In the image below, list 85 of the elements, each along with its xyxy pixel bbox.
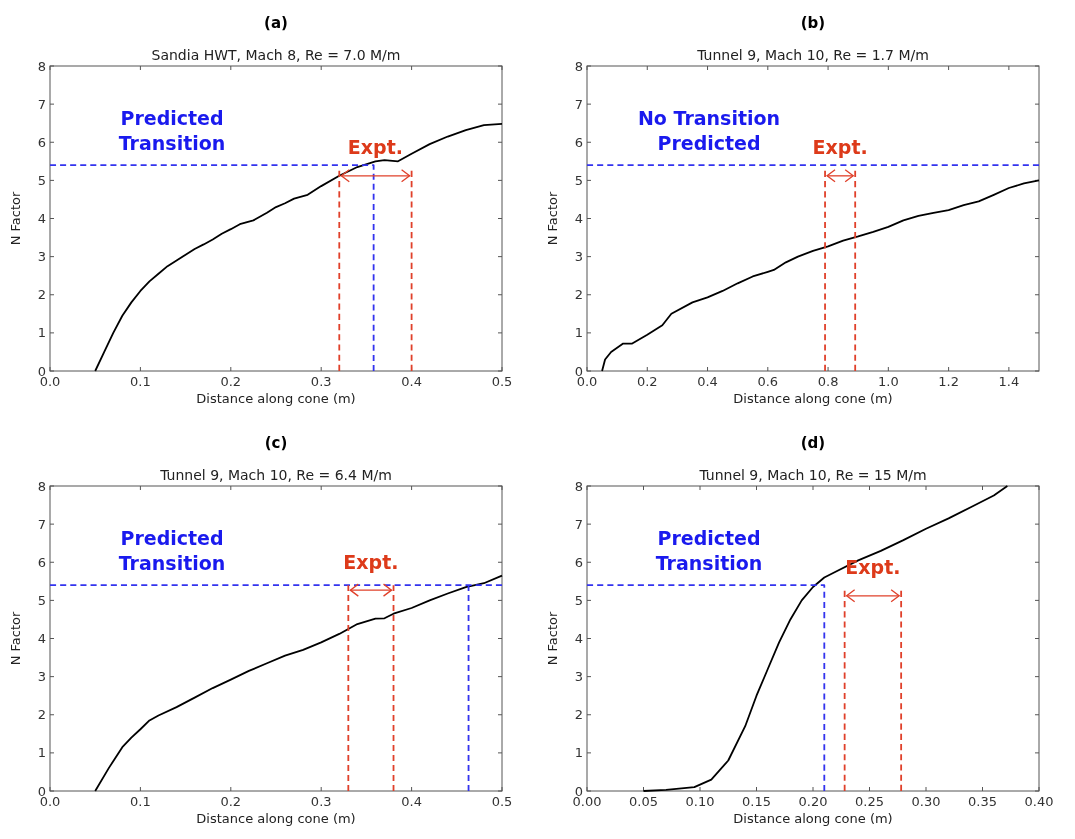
y-tick-label: 7: [574, 96, 583, 112]
x-tick-label: 0.6: [757, 374, 779, 389]
x-tick-label: 0.2: [636, 374, 658, 389]
y-tick-label: 6: [37, 554, 46, 570]
x-tick-label: 0.05: [629, 794, 658, 809]
x-axis-title: Distance along cone (m): [196, 811, 356, 826]
y-tick-label: 1: [574, 325, 583, 341]
x-axis-title: Distance along cone (m): [733, 811, 893, 826]
chart-title: (b): [800, 14, 826, 32]
annotation: Predicted Transition: [655, 527, 763, 575]
chart-subtitle: Tunnel 9, Mach 10, Re = 1.7 M/m: [696, 47, 929, 63]
y-tick-label: 8: [37, 478, 46, 494]
y-tick-label: 2: [37, 707, 46, 723]
y-tick-label: 7: [574, 516, 583, 532]
y-tick-label: 7: [37, 516, 46, 532]
y-tick-label: 2: [574, 707, 583, 723]
y-tick-label: 5: [37, 592, 46, 608]
y-tick-label: 5: [574, 172, 583, 188]
x-tick-label: 0.2: [220, 794, 242, 809]
y-tick-label: 6: [574, 134, 583, 150]
y-tick-label: 2: [574, 287, 583, 303]
annotation: Expt.: [845, 556, 901, 579]
x-tick-label: 0.10: [685, 794, 715, 809]
annotation: Expt.: [347, 136, 404, 159]
x-tick-label: 0.5: [491, 794, 513, 809]
chart-subtitle: Sandia HWT, Mach 8, Re = 7.0 M/m: [151, 47, 401, 63]
y-tick-label: 4: [37, 211, 46, 227]
annotation: Expt.: [343, 550, 399, 573]
x-tick-label: 0.2: [220, 374, 242, 389]
y-tick-label: 5: [37, 172, 46, 188]
chart-subtitle: Tunnel 9, Mach 10, Re = 15 M/m: [698, 467, 927, 483]
y-tick-label: 2: [37, 287, 46, 303]
x-tick-label: 0.5: [491, 374, 513, 389]
y-tick-label: 8: [37, 58, 46, 74]
x-tick-label: 0.35: [968, 794, 997, 809]
y-tick-label: 6: [574, 554, 583, 570]
annotation: No Transition Predicted: [637, 107, 781, 155]
y-axis-title: N Factor: [545, 611, 560, 666]
x-tick-label: 0.0: [39, 374, 61, 389]
annotation: Expt.: [812, 136, 868, 159]
y-tick-label: 5: [574, 592, 583, 608]
x-tick-label: 0.0: [576, 374, 598, 389]
y-tick-label: 3: [574, 669, 583, 685]
y-tick-label: 7: [37, 96, 46, 112]
y-axis-title: N Factor: [545, 191, 560, 246]
x-tick-label: 0.3: [310, 794, 332, 809]
y-axis-title: N Factor: [8, 191, 23, 246]
x-tick-label: 0.0: [39, 794, 61, 809]
x-tick-label: 0.30: [911, 794, 941, 809]
y-tick-label: 1: [37, 325, 46, 341]
x-tick-label: 0.00: [572, 794, 602, 809]
x-tick-label: 0.8: [817, 374, 839, 389]
y-tick-label: 1: [574, 745, 583, 761]
x-axis-title: Distance along cone (m): [196, 391, 356, 406]
chart-subtitle: Tunnel 9, Mach 10, Re = 6.4 M/m: [159, 467, 392, 483]
x-tick-label: 1.4: [998, 374, 1020, 389]
y-tick-label: 8: [574, 58, 583, 74]
chart-title: (a): [264, 14, 288, 32]
chart-title: (d): [800, 434, 826, 452]
x-tick-label: 0.4: [401, 374, 422, 389]
y-tick-label: 6: [37, 134, 46, 150]
y-tick-label: 8: [574, 478, 583, 494]
y-tick-label: 4: [574, 211, 583, 227]
x-tick-label: 0.15: [742, 794, 771, 809]
y-tick-label: 4: [37, 631, 46, 647]
y-tick-label: 4: [574, 631, 583, 647]
x-tick-label: 0.1: [130, 794, 151, 809]
annotation: Predicted Transition: [118, 107, 226, 155]
x-axis-title: Distance along cone (m): [733, 391, 893, 406]
y-tick-label: 3: [574, 249, 583, 265]
x-tick-label: 0.25: [855, 794, 884, 809]
y-tick-label: 3: [37, 249, 46, 265]
y-tick-label: 1: [37, 745, 46, 761]
x-tick-label: 0.40: [1024, 794, 1054, 809]
x-tick-label: 0.3: [310, 374, 332, 389]
y-tick-label: 3: [37, 669, 46, 685]
annotation: Predicted Transition: [118, 527, 226, 575]
x-tick-label: 0.4: [401, 794, 422, 809]
x-tick-label: 1.0: [877, 374, 899, 389]
x-tick-label: 0.1: [130, 374, 151, 389]
x-tick-label: 0.4: [697, 374, 718, 389]
chart-title: (c): [264, 434, 288, 452]
y-axis-title: N Factor: [8, 611, 23, 666]
x-tick-label: 0.20: [798, 794, 828, 809]
x-tick-label: 1.2: [938, 374, 959, 389]
